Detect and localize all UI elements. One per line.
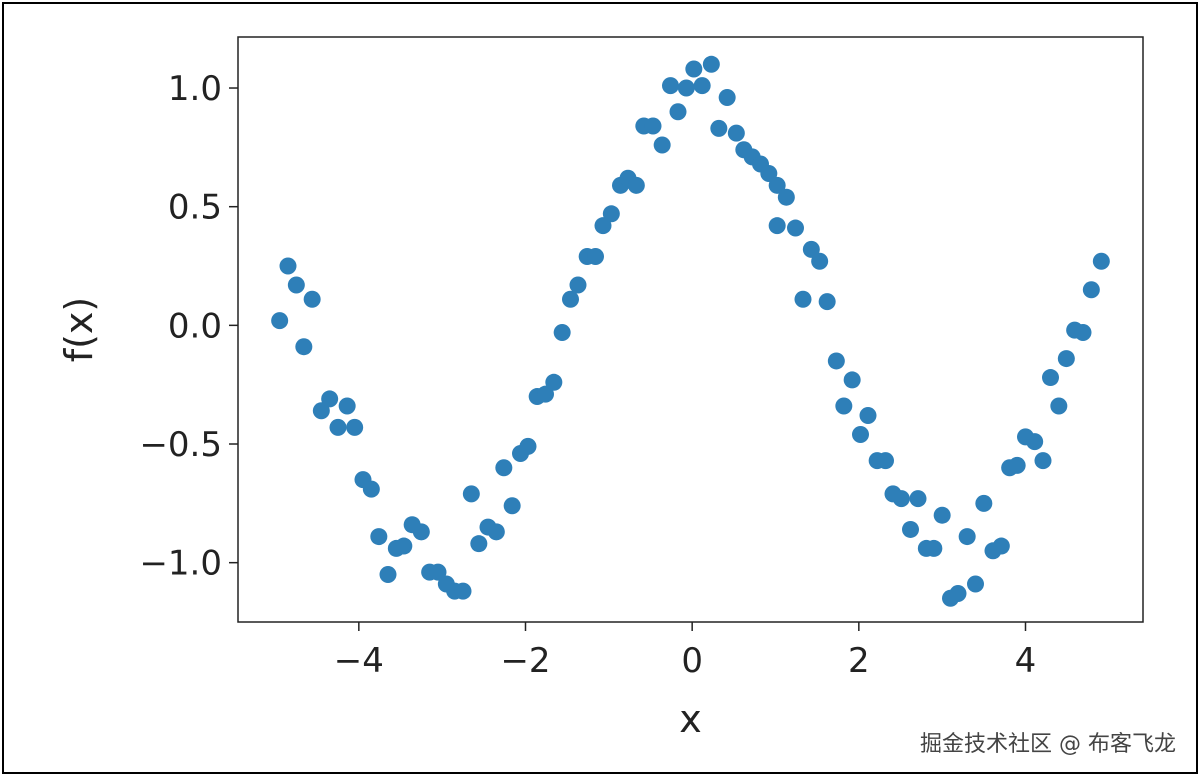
- data-point: [627, 176, 645, 194]
- x-tick-label: −2: [500, 641, 550, 681]
- data-point: [958, 528, 976, 546]
- data-point: [902, 520, 919, 538]
- data-point: [429, 563, 447, 581]
- data-point: [271, 312, 289, 330]
- data-point: [693, 77, 711, 95]
- data-point: [1008, 456, 1026, 474]
- data-point: [1082, 281, 1100, 299]
- data-point: [395, 537, 413, 555]
- data-point: [677, 79, 695, 97]
- data-point: [537, 385, 554, 403]
- data-point: [495, 459, 513, 477]
- data-point: [760, 164, 778, 182]
- data-point: [1092, 252, 1110, 270]
- watermark: 掘金技术社区 @ 布客飞龙: [920, 732, 1176, 757]
- x-tick-label: 2: [848, 641, 870, 681]
- data-point: [644, 117, 662, 135]
- data-point: [811, 252, 829, 270]
- data-point: [303, 290, 321, 308]
- data-point: [329, 418, 347, 436]
- data-point: [768, 176, 786, 194]
- data-point: [909, 490, 927, 508]
- data-point: [662, 77, 679, 95]
- data-point: [768, 217, 786, 235]
- data-point: [503, 497, 521, 515]
- data-point: [727, 124, 745, 142]
- data-point: [562, 290, 579, 308]
- y-tick-label: 0.5: [168, 188, 222, 228]
- data-point: [802, 240, 820, 258]
- data-point: [710, 119, 728, 137]
- data-point: [843, 371, 861, 389]
- data-point: [669, 103, 687, 121]
- data-point: [287, 276, 305, 294]
- data-point: [892, 490, 910, 508]
- data-point: [545, 373, 563, 391]
- y-tick-label: −0.5: [139, 425, 222, 465]
- data-point: [949, 585, 967, 603]
- data-point: [1057, 350, 1075, 368]
- data-point: [519, 437, 537, 455]
- data-point: [992, 537, 1010, 555]
- data-point: [370, 528, 388, 546]
- data-point: [569, 276, 587, 294]
- data-point: [338, 397, 356, 415]
- data-point: [877, 452, 894, 470]
- data-point: [362, 480, 380, 498]
- data-point: [852, 426, 869, 444]
- y-tick-label: −1.0: [139, 544, 222, 584]
- data-point: [1026, 433, 1044, 451]
- data-point: [594, 217, 612, 235]
- data-point: [462, 485, 480, 503]
- data-point: [859, 407, 877, 425]
- data-point: [454, 582, 472, 600]
- plot-frame: [237, 36, 1144, 623]
- data-point: [967, 575, 984, 593]
- data-point: [933, 506, 951, 524]
- data-point: [379, 566, 397, 584]
- ticks-layer: −4 −2 0 2 4 −1.0 −0.5 0.0 0.5 1.0: [139, 69, 1036, 681]
- x-tick-label: 0: [681, 641, 703, 681]
- x-tick-label: −4: [334, 641, 384, 681]
- data-point: [587, 248, 604, 266]
- data-point: [1050, 397, 1068, 415]
- x-tick-label: 4: [1015, 641, 1037, 681]
- data-point: [685, 60, 703, 78]
- data-point: [470, 535, 488, 553]
- y-axis-label: f(x): [57, 297, 101, 363]
- data-point: [653, 136, 671, 154]
- data-point: [295, 338, 313, 356]
- data-point: [1042, 369, 1059, 387]
- data-point: [346, 418, 364, 436]
- data-point: [1034, 452, 1052, 470]
- data-point: [827, 352, 845, 370]
- data-point: [818, 293, 836, 311]
- data-point: [702, 55, 720, 73]
- data-point: [312, 402, 330, 420]
- data-point: [975, 494, 993, 512]
- data-point: [412, 523, 430, 541]
- x-axis-label: x: [679, 697, 702, 741]
- data-point: [487, 523, 505, 541]
- points-layer: [271, 55, 1110, 607]
- data-point: [777, 188, 795, 206]
- data-point: [794, 290, 812, 308]
- data-point: [321, 390, 339, 408]
- y-tick-label: 0.0: [168, 306, 222, 346]
- data-point: [718, 89, 736, 107]
- data-point: [1074, 323, 1092, 341]
- data-point: [787, 219, 804, 237]
- y-tick-label: 1.0: [168, 69, 222, 109]
- data-point: [553, 323, 571, 341]
- data-point: [835, 397, 853, 415]
- data-point: [925, 539, 943, 557]
- data-point: [279, 257, 297, 275]
- data-point: [602, 205, 620, 223]
